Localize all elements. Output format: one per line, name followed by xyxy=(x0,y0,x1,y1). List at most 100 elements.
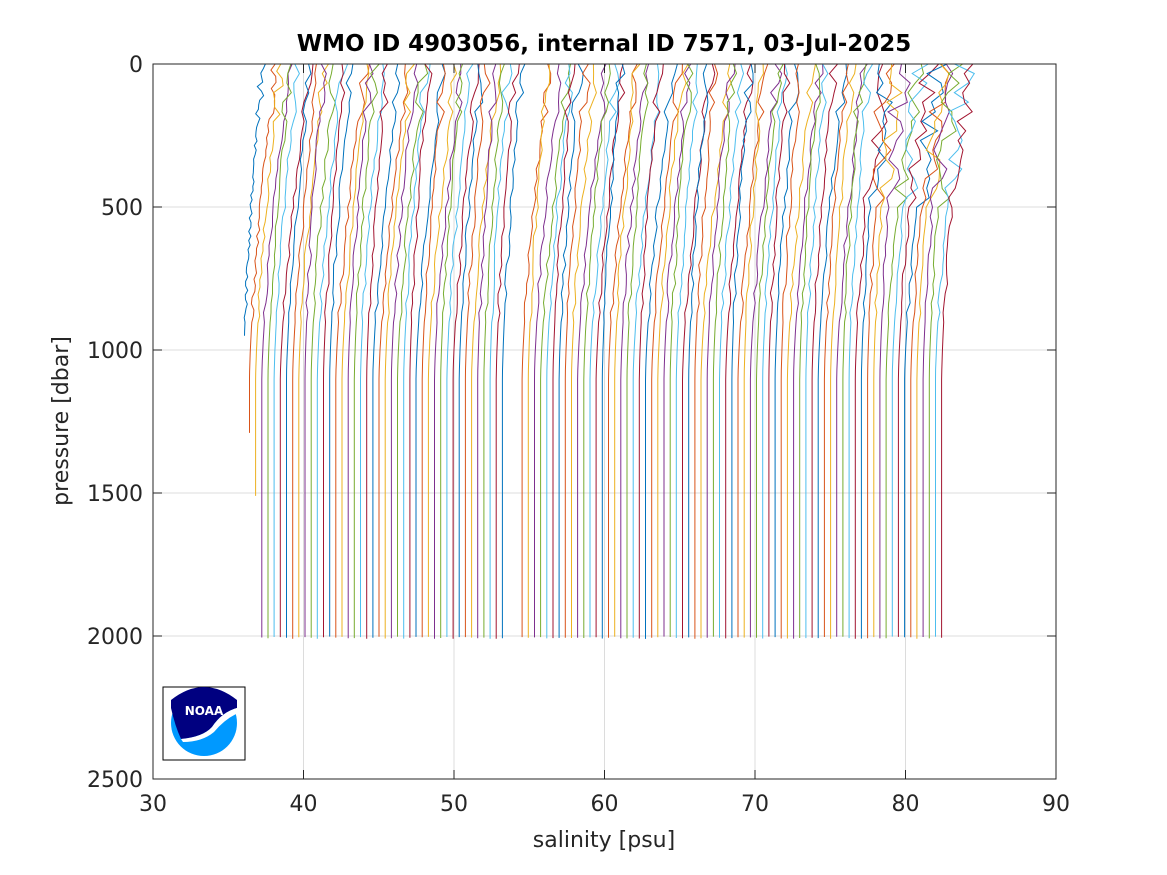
profile-line xyxy=(552,63,576,639)
profile-line xyxy=(329,63,354,637)
x-tick-label: 70 xyxy=(741,792,769,817)
profile-line xyxy=(527,63,551,638)
profile-line xyxy=(279,63,314,638)
noaa-logo-wave xyxy=(181,708,237,742)
profile-line xyxy=(836,63,868,637)
profile-line xyxy=(768,63,791,637)
y-tick-label: 2000 xyxy=(87,625,143,650)
profile-line xyxy=(688,63,709,638)
profile-line xyxy=(830,63,857,639)
profile-line xyxy=(534,63,562,638)
noaa-logo-text: NOAA xyxy=(185,704,224,718)
profile-line xyxy=(712,63,738,637)
chart-title: WMO ID 4903056, internal ID 7571, 03-Jul… xyxy=(297,31,912,57)
profile-line xyxy=(390,63,419,639)
profile-line xyxy=(811,63,838,638)
profile-line xyxy=(719,63,745,638)
y-tick-label: 1000 xyxy=(87,339,143,364)
profile-line xyxy=(737,63,769,638)
x-tick-label: 50 xyxy=(440,792,468,817)
profile-line xyxy=(854,63,888,639)
profile-line xyxy=(583,63,611,638)
x-tick-label: 40 xyxy=(290,792,318,817)
profile-line xyxy=(848,63,874,639)
profile-line xyxy=(682,63,716,639)
profile-line xyxy=(706,63,736,638)
x-tick-label: 80 xyxy=(892,792,920,817)
profile-line xyxy=(651,63,683,638)
profile-line xyxy=(292,63,317,639)
profile-line xyxy=(669,63,694,637)
profile-line xyxy=(558,63,584,638)
profile-line xyxy=(657,63,689,638)
profile-line xyxy=(298,63,329,638)
profile-line xyxy=(867,63,895,639)
profile-line xyxy=(774,63,800,638)
profile-line xyxy=(249,63,277,433)
profile-line xyxy=(879,63,911,639)
profile-line xyxy=(805,63,829,639)
profile-line xyxy=(873,63,903,638)
profile-line xyxy=(608,63,638,638)
profile-line xyxy=(255,63,284,496)
ticks: 30 40 50 60 70 80 90 0 500 1000 1500 2000 2500 xyxy=(87,53,1070,817)
profile-line xyxy=(743,63,764,638)
profile-line xyxy=(577,63,607,638)
profile-line xyxy=(941,63,974,638)
profile-line xyxy=(434,63,463,639)
profile-line xyxy=(261,63,293,638)
noaa-logo: NOAA xyxy=(162,686,246,761)
x-tick-label: 30 xyxy=(139,792,167,817)
profile-line xyxy=(638,63,664,639)
profile-line xyxy=(935,63,976,637)
y-tick-label: 2500 xyxy=(87,768,143,793)
profile-line xyxy=(384,63,415,639)
profile-line xyxy=(614,63,641,637)
profile-line xyxy=(916,63,950,639)
profile-line xyxy=(904,63,948,638)
profile-line xyxy=(842,63,867,637)
profile-line xyxy=(501,63,526,639)
profile-line xyxy=(409,63,433,638)
profile-line xyxy=(626,63,649,639)
y-tick-label: 500 xyxy=(101,196,143,221)
profile-line xyxy=(341,63,370,637)
profile-line xyxy=(427,63,458,637)
profile-line xyxy=(897,63,940,637)
profile-line xyxy=(378,63,409,637)
profile-line xyxy=(440,63,464,638)
profile-line xyxy=(310,63,336,638)
profile-line xyxy=(243,63,266,336)
profile-line xyxy=(458,63,484,638)
profile-line xyxy=(663,63,692,637)
profile-line xyxy=(780,63,800,639)
profile-line xyxy=(366,63,389,639)
profile-line xyxy=(731,63,754,639)
profile-line xyxy=(360,63,385,638)
profile-line xyxy=(786,63,816,639)
profile-line xyxy=(910,63,950,638)
profile-line xyxy=(316,63,349,639)
profile-line xyxy=(347,63,374,639)
profile-line xyxy=(273,63,300,637)
profile-line xyxy=(589,63,620,638)
profile-line xyxy=(335,63,370,638)
profile-line xyxy=(403,63,431,639)
profile-line xyxy=(546,63,573,639)
profiles xyxy=(243,63,976,639)
profile-line xyxy=(446,63,474,637)
profile-line xyxy=(675,63,699,638)
profile-line xyxy=(725,63,754,639)
profile-line xyxy=(483,63,505,638)
profile-line xyxy=(749,63,783,638)
profile-line xyxy=(823,63,849,637)
x-tick-label: 90 xyxy=(1042,792,1070,817)
profile-line xyxy=(372,63,401,638)
profile-line xyxy=(928,63,963,639)
profile-line xyxy=(397,63,429,637)
profile-line xyxy=(477,63,497,639)
profile-line xyxy=(620,63,650,639)
profile-line xyxy=(304,63,327,638)
profile-line xyxy=(799,63,821,638)
